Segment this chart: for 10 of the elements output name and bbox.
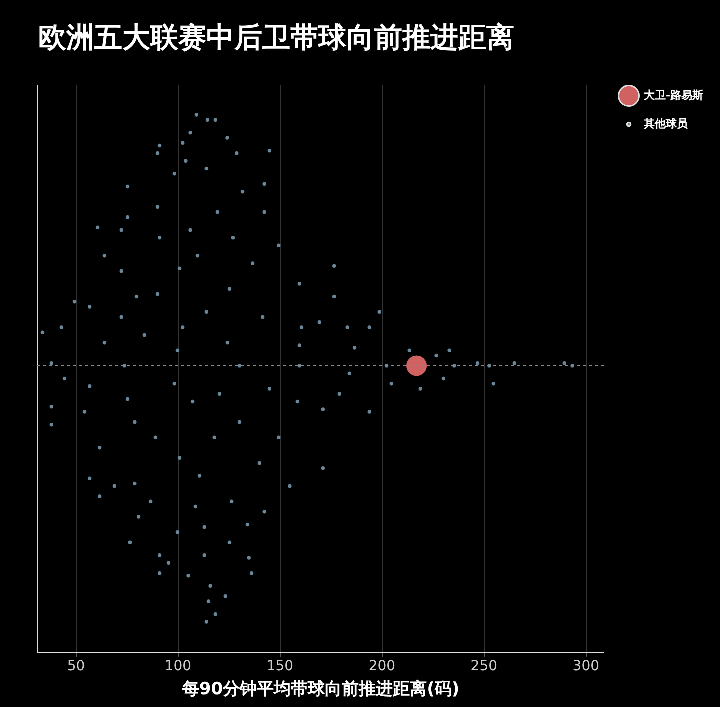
x-axis-title: 每90分钟平均带球向前推进距离(码) — [181, 680, 460, 700]
x-tick-label: 50 — [67, 658, 86, 674]
x-tick-label: 200 — [368, 658, 396, 674]
x-tick-label: 250 — [470, 658, 498, 674]
chart-title: 欧洲五大联赛中后卫带球向前推进距离 — [38, 21, 514, 54]
x-tick-label: 300 — [572, 658, 600, 674]
x-tick-label: 150 — [266, 658, 294, 674]
legend-label: 其他球员 — [643, 118, 689, 130]
legend-label: 大卫-路易斯 — [644, 89, 704, 102]
x-tick-label: 100 — [164, 658, 192, 674]
